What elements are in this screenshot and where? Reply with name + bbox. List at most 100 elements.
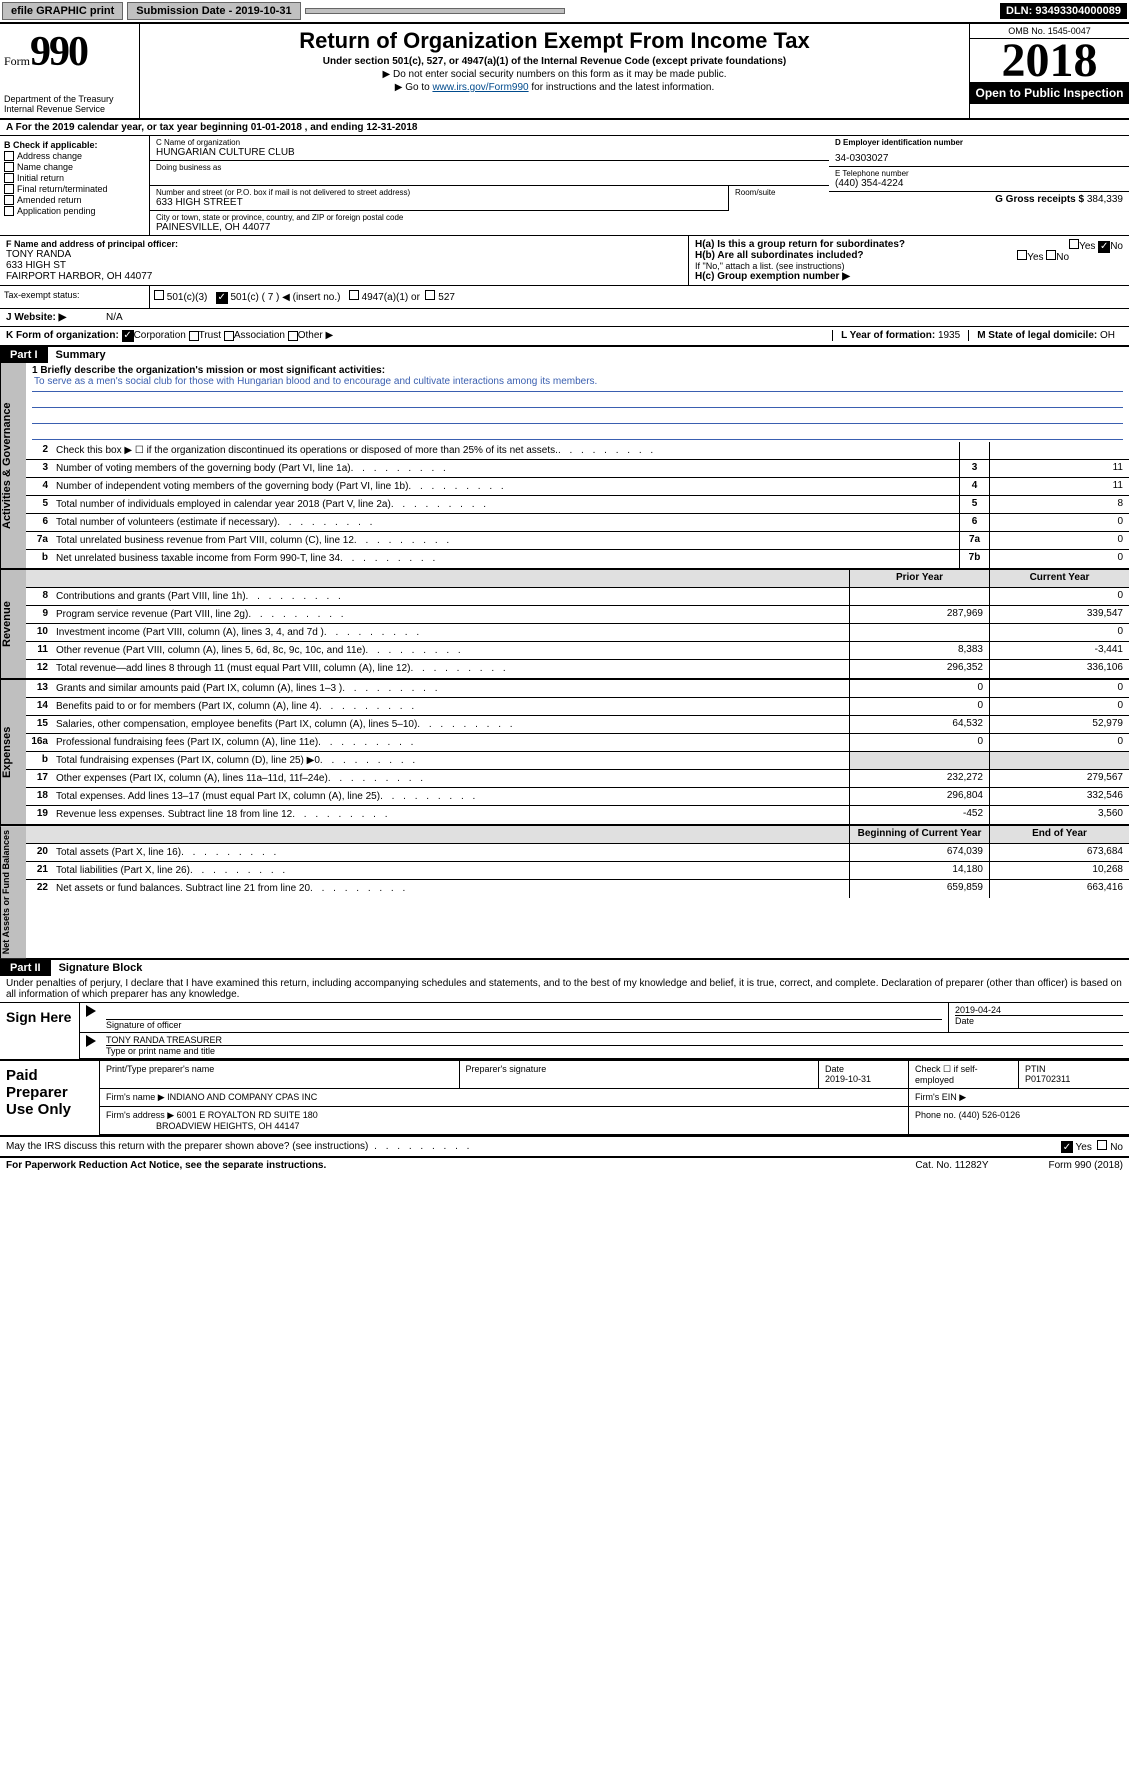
line-desc: Total number of volunteers (estimate if … bbox=[52, 514, 959, 531]
data-line: bTotal fundraising expenses (Part IX, co… bbox=[26, 752, 1129, 770]
sig-date: 2019-04-24 bbox=[955, 1005, 1123, 1015]
line-box: 5 bbox=[959, 496, 989, 513]
current-value: 3,560 bbox=[989, 806, 1129, 824]
goto-note: ▶ Go to www.irs.gov/Form990 for instruct… bbox=[146, 82, 963, 93]
prior-value: 659,859 bbox=[849, 880, 989, 898]
self-employed-label: Check ☐ if self-employed bbox=[909, 1061, 1019, 1088]
preparer-name-label: Print/Type preparer's name bbox=[100, 1061, 460, 1088]
line-box: 3 bbox=[959, 460, 989, 477]
ha-no-checkbox[interactable]: ✓ bbox=[1098, 241, 1110, 253]
discuss-no-checkbox[interactable] bbox=[1097, 1140, 1107, 1150]
line-desc: Check this box ▶ ☐ if the organization d… bbox=[52, 442, 959, 459]
irs-link[interactable]: www.irs.gov/Form990 bbox=[432, 82, 528, 93]
discuss-yes-checkbox[interactable]: ✓ bbox=[1061, 1141, 1073, 1153]
line-number: 15 bbox=[26, 716, 52, 733]
4947-checkbox[interactable] bbox=[349, 290, 359, 300]
line-desc: Number of independent voting members of … bbox=[52, 478, 959, 495]
checkbox-initial[interactable] bbox=[4, 173, 14, 183]
sig-officer-label: Signature of officer bbox=[106, 1019, 942, 1030]
corp-checkbox[interactable]: ✓ bbox=[122, 330, 134, 342]
form-ref: Form 990 (2018) bbox=[1049, 1160, 1123, 1171]
current-year-header: Current Year bbox=[989, 570, 1129, 587]
mission-text: To serve as a men's social club for thos… bbox=[32, 376, 1123, 392]
year-box: OMB No. 1545-0047 2018 Open to Public In… bbox=[969, 24, 1129, 118]
hc-label: H(c) Group exemption number ▶ bbox=[695, 271, 1123, 282]
hb-no-checkbox[interactable] bbox=[1046, 250, 1056, 260]
ha-yes-checkbox[interactable] bbox=[1069, 239, 1079, 249]
officer-label: F Name and address of principal officer: bbox=[6, 239, 682, 249]
current-value: 0 bbox=[989, 624, 1129, 641]
box-b: B Check if applicable: Address change Na… bbox=[0, 136, 150, 235]
gov-line: bNet unrelated business taxable income f… bbox=[26, 550, 1129, 568]
line-number: 17 bbox=[26, 770, 52, 787]
line-number: 7a bbox=[26, 532, 52, 549]
data-line: 19Revenue less expenses. Subtract line 1… bbox=[26, 806, 1129, 824]
current-value: 0 bbox=[989, 680, 1129, 697]
line-number: 22 bbox=[26, 880, 52, 898]
submission-date-button[interactable]: Submission Date - 2019-10-31 bbox=[127, 2, 300, 20]
revenue-tab: Revenue bbox=[0, 570, 26, 678]
form-subtitle: Under section 501(c), 527, or 4947(a)(1)… bbox=[146, 56, 963, 67]
501c-checkbox[interactable]: ✓ bbox=[216, 292, 228, 304]
perjury-text: Under penalties of perjury, I declare th… bbox=[0, 976, 1129, 1003]
line-number: 21 bbox=[26, 862, 52, 879]
line-desc: Revenue less expenses. Subtract line 18 … bbox=[52, 806, 849, 824]
other-checkbox[interactable] bbox=[288, 331, 298, 341]
line-number: 12 bbox=[26, 660, 52, 678]
domicile-label: M State of legal domicile: bbox=[977, 330, 1097, 341]
line-desc: Professional fundraising fees (Part IX, … bbox=[52, 734, 849, 751]
checkbox-final[interactable] bbox=[4, 184, 14, 194]
line-desc: Other expenses (Part IX, column (A), lin… bbox=[52, 770, 849, 787]
discuss-text: May the IRS discuss this return with the… bbox=[6, 1141, 472, 1152]
officer-name: TONY RANDA bbox=[6, 249, 682, 260]
line-desc: Total unrelated business revenue from Pa… bbox=[52, 532, 959, 549]
527-checkbox[interactable] bbox=[425, 290, 435, 300]
department-label: Department of the Treasury Internal Reve… bbox=[4, 94, 135, 114]
trust-checkbox[interactable] bbox=[189, 331, 199, 341]
addr-label: Number and street (or P.O. box if mail i… bbox=[156, 188, 722, 197]
expenses-tab: Expenses bbox=[0, 680, 26, 824]
line-number: 6 bbox=[26, 514, 52, 531]
501c3-checkbox[interactable] bbox=[154, 290, 164, 300]
officer-addr1: 633 HIGH ST bbox=[6, 260, 682, 271]
firm-addr2: BROADVIEW HEIGHTS, OH 44147 bbox=[156, 1121, 300, 1131]
line-number: 9 bbox=[26, 606, 52, 623]
form-org-label: K Form of organization: bbox=[6, 330, 119, 341]
part2-title: Signature Block bbox=[51, 960, 1129, 976]
sign-here-label: Sign Here bbox=[0, 1003, 80, 1059]
data-line: 11Other revenue (Part VIII, column (A), … bbox=[26, 642, 1129, 660]
checkbox-pending[interactable] bbox=[4, 206, 14, 216]
line-desc: Total liabilities (Part X, line 26) bbox=[52, 862, 849, 879]
paid-preparer-label: Paid Preparer Use Only bbox=[0, 1061, 100, 1135]
line-number: 10 bbox=[26, 624, 52, 641]
gross-value: 384,339 bbox=[1087, 194, 1123, 205]
efile-button[interactable]: efile GRAPHIC print bbox=[2, 2, 123, 20]
hb-label: H(b) Are all subordinates included? bbox=[695, 250, 864, 261]
current-value: 0 bbox=[989, 734, 1129, 751]
checkbox-name[interactable] bbox=[4, 162, 14, 172]
form-id-box: Form990 Department of the Treasury Inter… bbox=[0, 24, 140, 118]
form-word: Form bbox=[4, 54, 30, 68]
line-box: 7b bbox=[959, 550, 989, 568]
line-value: 0 bbox=[989, 532, 1129, 549]
current-value: 339,547 bbox=[989, 606, 1129, 623]
form-header: Form990 Department of the Treasury Inter… bbox=[0, 24, 1129, 120]
ptin-label: PTIN bbox=[1025, 1064, 1046, 1074]
gov-line: 4Number of independent voting members of… bbox=[26, 478, 1129, 496]
checkbox-address[interactable] bbox=[4, 151, 14, 161]
website-row: J Website: ▶ N/A bbox=[0, 309, 1129, 327]
phone-value: (440) 354-4224 bbox=[835, 178, 1123, 189]
assoc-checkbox[interactable] bbox=[224, 331, 234, 341]
line-desc: Investment income (Part VIII, column (A)… bbox=[52, 624, 849, 641]
ein-label: D Employer identification number bbox=[835, 138, 1123, 147]
top-bar: efile GRAPHIC print Submission Date - 20… bbox=[0, 0, 1129, 24]
gov-line: 3Number of voting members of the governi… bbox=[26, 460, 1129, 478]
form-number: 990 bbox=[30, 29, 87, 75]
line-desc: Total assets (Part X, line 16) bbox=[52, 844, 849, 861]
line-number: b bbox=[26, 752, 52, 769]
netassets-tab: Net Assets or Fund Balances bbox=[0, 826, 26, 958]
checkbox-amended[interactable] bbox=[4, 195, 14, 205]
hb-yes-checkbox[interactable] bbox=[1017, 250, 1027, 260]
prior-value: 0 bbox=[849, 698, 989, 715]
data-line: 15Salaries, other compensation, employee… bbox=[26, 716, 1129, 734]
